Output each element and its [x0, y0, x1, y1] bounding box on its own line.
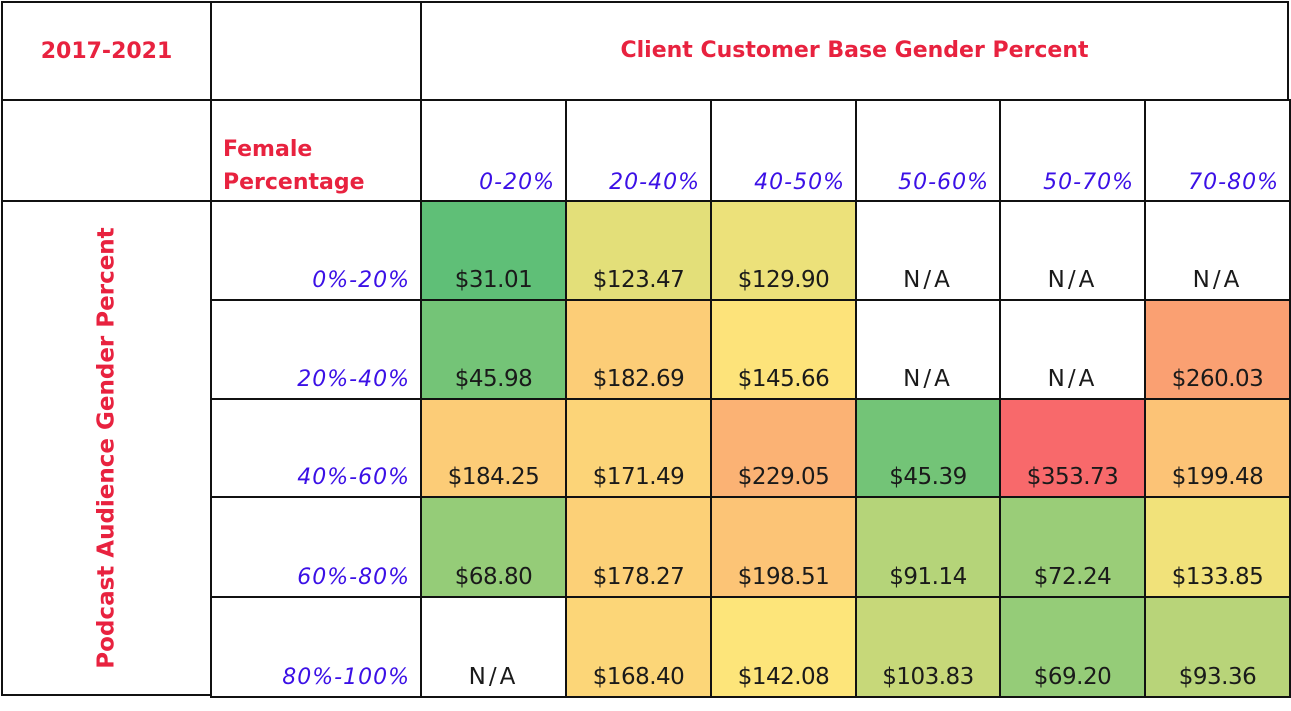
column-header-cell: 50-60%	[855, 99, 1001, 203]
heatmap-cell: $123.47	[565, 200, 712, 301]
heatmap-cell: $133.85	[1144, 496, 1291, 598]
female-label: Female	[223, 137, 313, 162]
row-header-cell: 80%-100%	[210, 596, 422, 698]
row-header-label: 0%-20%	[312, 268, 410, 293]
cell-value-label: $69.20	[1033, 664, 1112, 690]
column-header-label: 50-60%	[898, 170, 989, 195]
heatmap-cell: $171.49	[565, 398, 712, 498]
cell-value-label: $199.48	[1171, 464, 1264, 490]
cell-value-label: $31.01	[454, 267, 533, 293]
cell-value-label: $353.73	[1026, 464, 1119, 490]
heatmap-cell: $69.20	[999, 596, 1146, 698]
blank-corner-cell	[1, 99, 212, 202]
female-percentage-cell: Female Percentage	[210, 99, 422, 202]
cell-na-label: N/A	[1047, 267, 1098, 293]
cell-value-label: $91.14	[889, 564, 967, 590]
cell-value-label: $133.85	[1171, 564, 1264, 590]
column-title: Client Customer Base Gender Percent	[620, 38, 1089, 63]
heatmap-cell: N/A	[1144, 200, 1291, 301]
row-header-cell: 60%-80%	[210, 496, 422, 598]
column-header-label: 0-20%	[479, 170, 555, 195]
cell-na-label: N/A	[468, 664, 519, 690]
cell-value-label: $182.69	[592, 366, 685, 392]
row-header-label: 40%-60%	[297, 465, 410, 490]
period-cell: 2017-2021	[1, 1, 212, 101]
cell-na-label: N/A	[1047, 366, 1098, 392]
cell-value-label: $45.39	[889, 464, 967, 490]
cell-na-label: N/A	[903, 366, 953, 392]
cell-na-label: N/A	[1192, 267, 1243, 293]
heatmap-cell: $31.01	[420, 200, 567, 301]
cell-value-label: $103.83	[882, 664, 974, 690]
heatmap-cell: $168.40	[565, 596, 712, 698]
cell-value-label: $93.36	[1178, 664, 1257, 690]
column-header-label: 20-40%	[609, 170, 700, 195]
heatmap-cell: $103.83	[855, 596, 1001, 698]
heatmap-cell: $45.39	[855, 398, 1001, 498]
heatmap-cell: $68.80	[420, 496, 567, 598]
column-header-cell: 50-70%	[999, 99, 1146, 203]
heatmap-cell: $145.66	[710, 299, 857, 400]
heatmap-cell: N/A	[420, 596, 567, 698]
row-header-cell: 20%-40%	[210, 299, 422, 400]
cell-value-label: $129.90	[737, 267, 830, 293]
row-header-label: 20%-40%	[297, 367, 410, 392]
column-header-label: 40-50%	[754, 170, 845, 195]
heatmap-cell: $199.48	[1144, 398, 1291, 498]
heatmap-cell: N/A	[855, 299, 1001, 400]
cell-value-label: $145.66	[737, 366, 830, 392]
row-header-cell: 40%-60%	[210, 398, 422, 498]
heatmap-cell: $72.24	[999, 496, 1146, 598]
column-header-cell: 0-20%	[420, 99, 567, 203]
heatmap-cell: N/A	[999, 299, 1146, 400]
cell-value-label: $229.05	[737, 464, 830, 490]
heatmap-cell: N/A	[855, 200, 1001, 301]
heatmap-cell: $93.36	[1144, 596, 1291, 698]
heatmap-cell: $129.90	[710, 200, 857, 301]
row-header-label: 60%-80%	[297, 565, 410, 590]
heatmap-cell: $182.69	[565, 299, 712, 400]
column-header-cell: 70-80%	[1144, 99, 1291, 203]
cell-value-label: $178.27	[592, 564, 685, 590]
heatmap-cell: $353.73	[999, 398, 1146, 498]
cell-value-label: $168.40	[592, 664, 685, 690]
heatmap-cell: $198.51	[710, 496, 857, 598]
cell-value-label: $171.49	[592, 464, 685, 490]
heatmap-cell: $91.14	[855, 496, 1001, 598]
heatmap-cell: $260.03	[1144, 299, 1291, 400]
percentage-label: Percentage	[223, 170, 365, 195]
cell-value-label: $184.25	[447, 464, 540, 490]
cell-value-label: $260.03	[1171, 366, 1264, 392]
column-title-cell: Client Customer Base Gender Percent	[420, 1, 1289, 101]
column-header-cell: 20-40%	[565, 99, 712, 203]
heatmap-cell: $184.25	[420, 398, 567, 498]
blank-header-cell	[210, 1, 422, 101]
cell-value-label: $198.51	[737, 564, 830, 590]
cell-na-label: N/A	[903, 267, 953, 293]
heatmap-cell: $45.98	[420, 299, 567, 400]
column-header-label: 70-80%	[1188, 170, 1279, 195]
cell-value-label: $142.08	[737, 664, 830, 690]
cell-value-label: $72.24	[1033, 564, 1112, 590]
row-header-cell: 0%-20%	[210, 200, 422, 301]
period-label: 2017-2021	[40, 39, 173, 64]
row-title: Podcast Audience Gender Percent	[93, 227, 120, 669]
heatmap-cell: N/A	[999, 200, 1146, 301]
cell-value-label: $45.98	[454, 366, 533, 392]
cell-value-label: $123.47	[592, 267, 685, 293]
heatmap-cell: $229.05	[710, 398, 857, 498]
column-header-cell: 40-50%	[710, 99, 857, 203]
column-header-label: 50-70%	[1043, 170, 1134, 195]
heatmap-cell: $142.08	[710, 596, 857, 698]
row-header-label: 80%-100%	[282, 665, 410, 690]
cell-value-label: $68.80	[454, 564, 533, 590]
heatmap-cell: $178.27	[565, 496, 712, 598]
row-title-cell: Podcast Audience Gender Percent	[1, 200, 212, 696]
